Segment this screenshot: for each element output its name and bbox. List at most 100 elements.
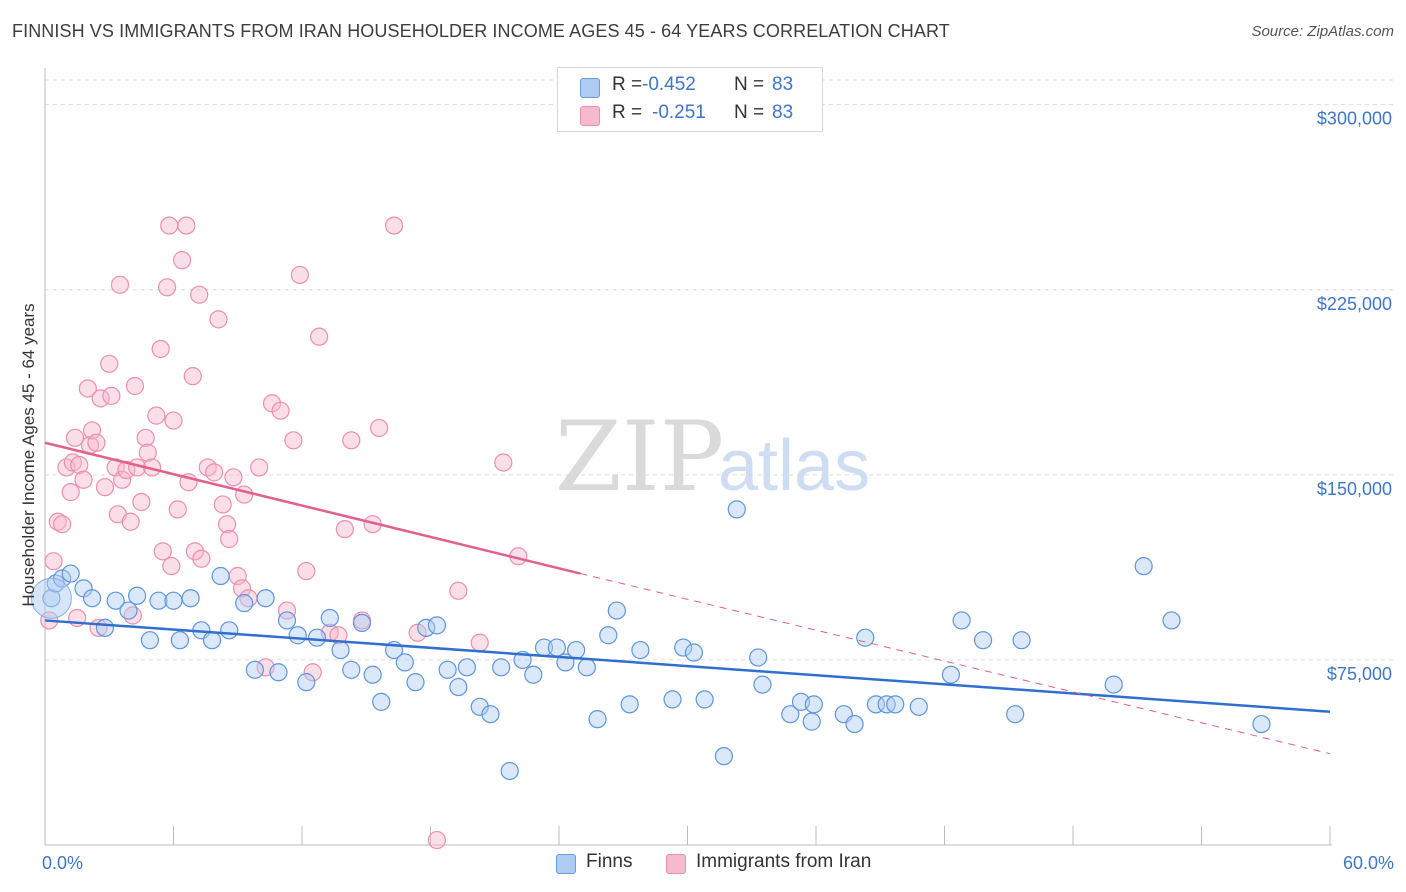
finns-point [181,589,200,608]
finns-point [500,761,519,781]
finns-point [1252,714,1271,734]
iran-point [78,379,97,398]
iran-point [162,557,181,576]
finns-point [524,665,543,684]
iran-point [494,453,513,472]
iran-point [61,483,80,502]
legend-r-value: -0.452 [642,74,696,95]
finns-point [427,616,447,635]
finns-point [395,653,414,672]
finns-point [235,594,254,613]
iran-point [297,561,316,581]
finns-point [417,618,436,637]
finns-point [320,608,339,628]
finns-point [886,695,905,714]
iran-point [121,512,140,531]
finns-point [588,710,607,729]
iran-point [70,455,89,475]
finns-point [492,658,511,677]
iran-point [449,581,468,600]
iran-point [217,515,237,534]
y-tick-labels: $75,000 $150,000 $225,000 $300,000 [1317,109,1392,684]
finns-point [307,628,327,647]
finns-point [1134,557,1153,576]
iran-point [220,529,239,549]
finns-point [620,695,639,714]
finns-point [363,665,382,684]
iran-point [177,216,196,235]
finns-point [170,631,190,650]
iran-point [192,549,211,568]
iran-point [95,478,115,497]
finns-point [866,695,886,714]
watermark-zip: ZIP [555,401,724,513]
iran-point [160,216,179,235]
iran-point [172,251,192,270]
finns-point [941,665,961,684]
iran-point [185,542,205,561]
legend-n-value: 83 [772,74,794,95]
iran-point [74,470,93,489]
iran-point [110,275,130,294]
finns-point [714,747,734,766]
iran-point [384,216,404,235]
iran-point [168,500,187,519]
iran-point [138,443,157,462]
iran-point [53,515,72,534]
finns-point [1162,611,1181,630]
correlation-legend: R = -0.452 N = 83 R = -0.251 N = 83 [557,67,823,132]
iran-point [370,418,389,438]
iran-point [310,327,329,346]
iran-point [151,339,170,359]
iran-trendline [44,441,581,575]
x-tick-label: 0.0% [42,853,83,873]
legend-n-label: N = [734,74,765,95]
iran-point [342,431,361,450]
legend-n-label: N = [734,102,765,123]
iran-point [136,428,155,447]
iran-point [102,386,121,405]
finns-point [406,673,425,692]
finns-point [567,640,586,660]
iran-point [205,463,224,482]
legend-r-label: R = [612,74,643,95]
bottom-legend-label-iran: Immigrants from Iran [696,851,872,872]
trendlines [44,441,1331,755]
finns-point [277,611,297,630]
iran-point [277,601,297,620]
finns-point [802,712,821,731]
finns-point [547,638,566,657]
finns-point [663,690,682,709]
finns-point [1104,675,1123,694]
chart-title: FINNISH VS IMMIGRANTS FROM IRAN HOUSEHOL… [12,21,950,41]
finns-point [909,697,928,716]
finns-point [599,626,618,645]
finns-point [674,638,693,657]
legend-swatch-iran [580,106,600,126]
finns-point [149,591,168,610]
finns-point [457,658,477,677]
finns-point [127,586,147,605]
series-iran-points [40,216,528,850]
iran-point [335,520,354,539]
finns-point [695,690,714,709]
finns-point [202,631,222,650]
finns-point [749,648,768,667]
iran-point [235,485,254,504]
finns-point [952,611,971,630]
finns-point [342,660,361,679]
iran-point [232,579,252,598]
finns-point [297,673,316,692]
finns-point [684,643,704,662]
iran-point [290,265,309,285]
finns-point [331,640,350,660]
finns-point [140,631,160,650]
iran-point [132,492,151,512]
finns-point [245,660,264,679]
y-tick-label: $150,000 [1317,479,1392,499]
bottom-legend-label-finns: Finns [586,851,633,872]
iran-point [408,623,427,642]
finns-point [438,660,457,679]
iran-point [153,542,172,561]
finns-trendline [44,619,1331,713]
